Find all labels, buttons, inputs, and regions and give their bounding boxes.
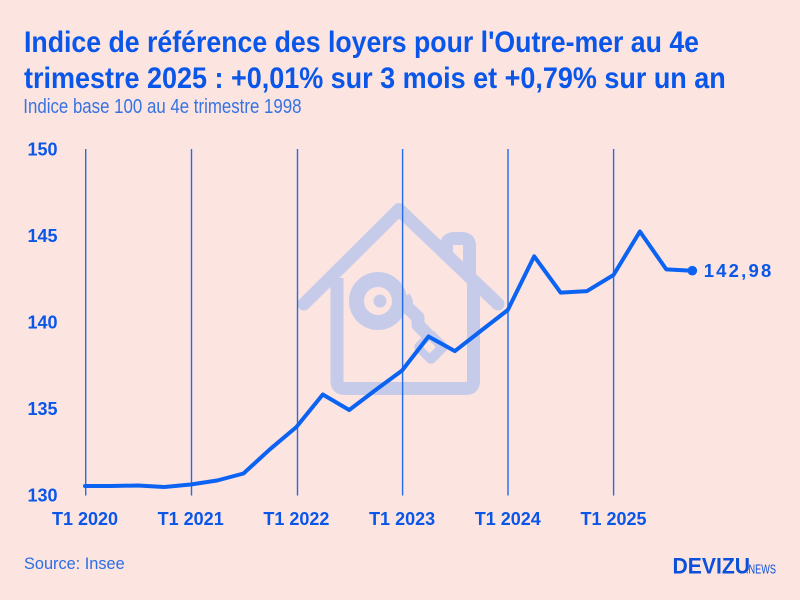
svg-text:Source: Insee: Source: Insee [24,554,125,573]
svg-text:130: 130 [27,486,57,506]
svg-text:T1 2025: T1 2025 [580,509,646,529]
svg-text:150: 150 [27,140,57,160]
svg-text:Indice base 100 au 4e trimestr: Indice base 100 au 4e trimestre 1998 [23,95,301,118]
svg-text:DEVIZU: DEVIZU [673,554,751,578]
svg-text:Indice de référence des loyers: Indice de référence des loyers pour l'Ou… [24,26,699,60]
svg-text:T1 2020: T1 2020 [52,509,118,529]
svg-text:trimestre 2025 : +0,01% sur 3: trimestre 2025 : +0,01% sur 3 mois et +0… [24,62,726,96]
svg-text:T1 2023: T1 2023 [369,509,435,529]
svg-text:140: 140 [27,313,57,333]
svg-text:142,98: 142,98 [704,260,774,281]
svg-text:T1 2022: T1 2022 [263,509,329,529]
svg-text:T1 2024: T1 2024 [475,509,541,529]
svg-text:145: 145 [27,226,57,246]
svg-text:135: 135 [27,399,57,419]
svg-text:.NEWS: .NEWS [746,563,776,577]
svg-text:T1 2021: T1 2021 [158,509,224,529]
